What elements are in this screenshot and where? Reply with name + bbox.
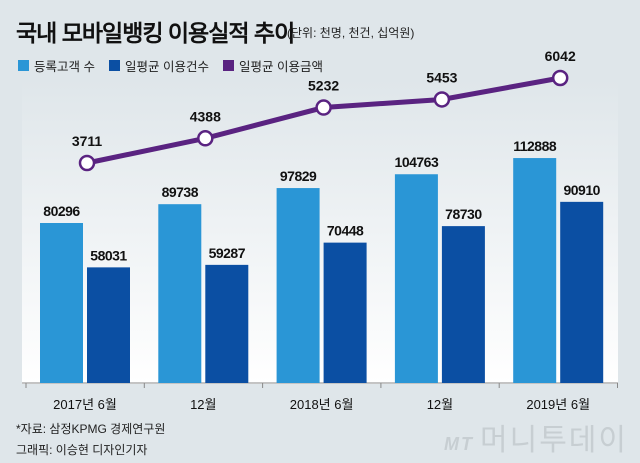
- bar: [441, 226, 485, 383]
- data-label: 78730: [445, 206, 482, 222]
- x-tick-label: 2018년 6월: [290, 397, 354, 412]
- bar: [513, 158, 557, 383]
- unit-note: (단위: 천명, 천건, 십억원): [287, 26, 415, 40]
- data-label: 90910: [563, 182, 600, 198]
- bar: [323, 242, 367, 383]
- data-label: 3711: [72, 133, 103, 149]
- data-label: 6042: [545, 48, 576, 64]
- bar: [87, 267, 130, 383]
- legend-label: 등록고객 수: [34, 60, 95, 74]
- line-point: [315, 99, 332, 116]
- data-label: 5232: [308, 78, 339, 94]
- x-tick-label: 12월: [427, 397, 453, 412]
- bar: [560, 201, 604, 383]
- data-label: 5453: [426, 69, 457, 85]
- x-tick-label: 2019년 6월: [526, 397, 590, 412]
- legend-label: 일평균 이용금액: [238, 60, 323, 74]
- data-label: 4388: [190, 108, 221, 124]
- legend-item: 일평균 이용금액: [222, 56, 323, 75]
- line-point: [197, 130, 214, 147]
- data-label: 97829: [280, 168, 317, 184]
- legend-label: 일평균 이용건수: [124, 60, 209, 74]
- bar: [394, 174, 438, 383]
- data-label: 104763: [395, 154, 439, 170]
- data-label: 70448: [327, 223, 364, 239]
- credit-note: 그래픽: 이승현 디자인기자: [16, 443, 148, 457]
- data-label: 80296: [43, 203, 80, 219]
- bar: [276, 188, 320, 383]
- data-label: 58031: [90, 247, 127, 263]
- data-label: 89738: [162, 184, 199, 200]
- x-tick-label: 12월: [190, 397, 216, 412]
- data-label: 112888: [513, 138, 557, 154]
- legend-item: 일평균 이용건수: [108, 56, 209, 75]
- legend-swatch: [108, 60, 120, 71]
- legend-item: 등록고객 수: [18, 56, 95, 75]
- data-label: 59287: [209, 245, 246, 261]
- source-note: *자료: 삼정KPMG 경제연구원: [16, 422, 166, 436]
- bar: [40, 223, 83, 383]
- bar: [158, 204, 202, 383]
- line-point: [433, 91, 451, 108]
- line-point: [551, 69, 569, 87]
- bar: [205, 264, 249, 383]
- legend-swatch: [222, 60, 234, 71]
- x-tick-label: 2017년 6월: [53, 397, 117, 412]
- line-point: [78, 154, 96, 172]
- legend-swatch: [18, 60, 29, 71]
- logo: MT 머니투데이: [444, 424, 628, 457]
- legend: 등록고객 수 일평균 이용건수 일평균 이용금액: [18, 56, 323, 75]
- chart-title: 국내 모바일뱅킹 이용실적 추이: [16, 20, 295, 46]
